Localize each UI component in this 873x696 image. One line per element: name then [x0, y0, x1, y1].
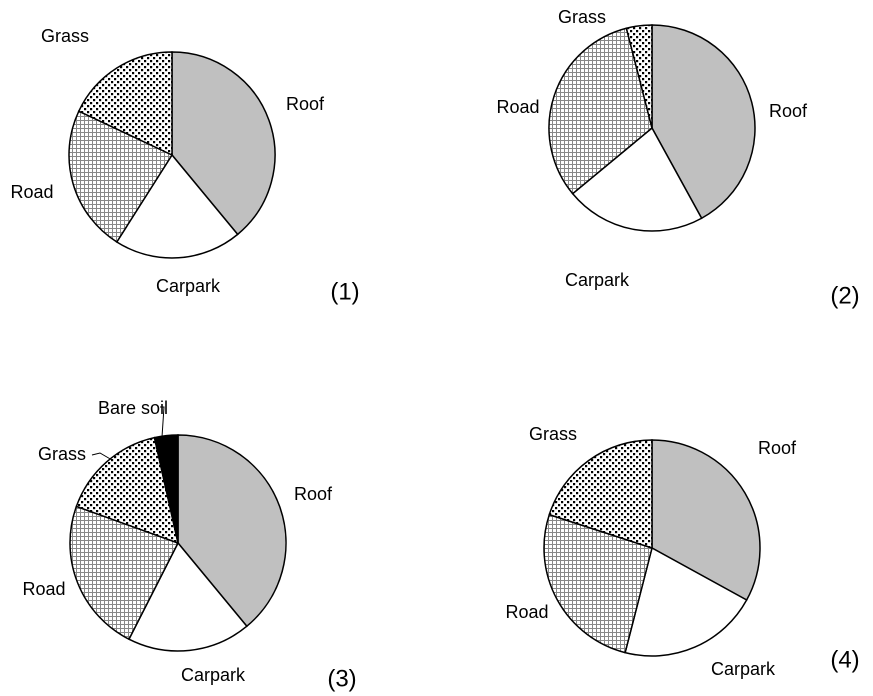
slice-label: Carpark	[181, 665, 246, 685]
slice-label: Grass	[529, 424, 577, 444]
chart-label: (2)	[830, 282, 859, 309]
pie-slice	[68, 110, 174, 244]
slice-label: Road	[505, 602, 548, 622]
pie-slice	[153, 434, 179, 544]
pie-slice	[75, 436, 180, 545]
chart-label: (1)	[330, 278, 359, 305]
pie-slice	[624, 546, 748, 657]
slice-label: Road	[10, 182, 53, 202]
pie-slice	[651, 24, 756, 220]
slice-label: Bare soil	[98, 398, 168, 418]
slice-label: Road	[22, 579, 65, 599]
slice-label: Grass	[38, 444, 86, 464]
slice-label: Grass	[558, 7, 606, 27]
slice-label: Roof	[769, 101, 808, 121]
leader-line	[160, 406, 165, 438]
chart-label: (3)	[327, 665, 356, 692]
slice-label: Carpark	[156, 276, 221, 296]
pie-slice	[543, 513, 653, 654]
slice-label: Grass	[41, 26, 89, 46]
pie-slice	[77, 51, 173, 157]
pie-slice	[548, 439, 653, 550]
slice-label: Roof	[286, 94, 325, 114]
slice-label: Roof	[758, 438, 797, 458]
leader-line	[91, 452, 113, 461]
pie-slice	[69, 505, 180, 641]
pie-slice	[625, 24, 653, 129]
slice-label: Roof	[294, 484, 333, 504]
slice-label: Road	[496, 97, 539, 117]
pie-slice	[115, 153, 239, 259]
slice-label: Carpark	[711, 659, 776, 679]
chart-label: (4)	[830, 646, 859, 673]
pie-slice	[127, 541, 248, 652]
pie-slice	[571, 126, 703, 232]
pie-slice	[177, 434, 287, 628]
slice-label: Carpark	[565, 270, 630, 290]
pie-slice	[548, 27, 653, 195]
pie-slice	[651, 439, 761, 602]
pie-slice	[171, 51, 276, 236]
